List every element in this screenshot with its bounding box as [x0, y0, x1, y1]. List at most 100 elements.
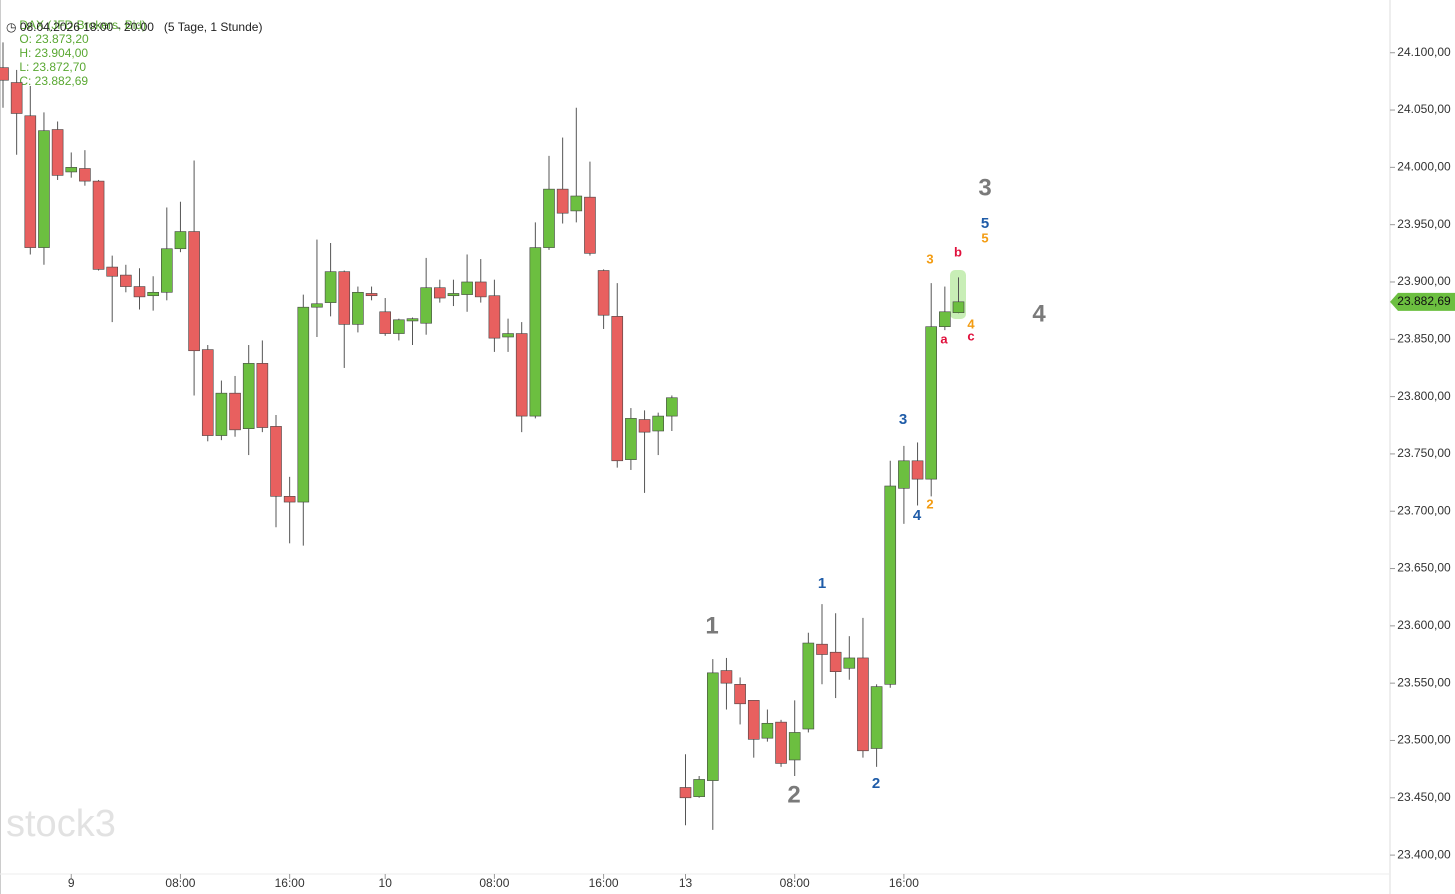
candle-body — [652, 415, 665, 432]
y-tick-label: 24.050,00 — [1397, 102, 1451, 116]
candle-body — [365, 293, 378, 297]
candle-body — [816, 643, 828, 655]
candle-body — [106, 266, 118, 277]
candle-body — [256, 363, 269, 428]
wave-label: 4 — [1032, 300, 1046, 327]
candle-body — [515, 333, 528, 417]
wave-label: 3 — [926, 251, 933, 266]
candle-body — [461, 281, 473, 295]
candle-body — [939, 311, 951, 327]
candle-body — [857, 657, 869, 752]
candle-body — [638, 419, 651, 433]
y-tick-label: 23.500,00 — [1397, 733, 1451, 747]
x-tick-label: 08:00 — [780, 876, 810, 890]
candle-body — [952, 301, 965, 313]
candle-body — [311, 303, 323, 308]
wave-label: b — [954, 244, 962, 259]
candle-body — [734, 684, 746, 705]
candle-body — [338, 271, 351, 325]
candle-body — [843, 657, 856, 669]
ohlc-open: O: 23.873,20 — [19, 32, 89, 46]
candle-body — [324, 271, 337, 303]
candle-body — [51, 129, 64, 176]
candle-body — [270, 426, 282, 497]
wave-label: 2 — [787, 781, 800, 808]
candle-body — [24, 115, 37, 248]
candle-body — [911, 460, 924, 480]
y-tick-label: 24.150,00 — [1397, 0, 1451, 2]
candle-body — [161, 248, 173, 293]
candle-body — [38, 130, 50, 248]
ohlc-low: L: 23.872,70 — [19, 60, 87, 74]
wave-label: 5 — [981, 230, 988, 245]
x-tick-label: 13 — [679, 876, 693, 890]
wave-label: 4 — [913, 507, 922, 524]
candle-body — [597, 270, 610, 316]
candle-body — [529, 247, 542, 417]
candle-body — [420, 287, 432, 324]
candle-body — [352, 291, 364, 325]
y-tick-label: 23.900,00 — [1397, 274, 1451, 288]
candle-body — [556, 188, 569, 214]
candle-body — [502, 333, 514, 338]
candle-body — [120, 274, 132, 287]
y-tick-label: 23.450,00 — [1397, 790, 1451, 804]
wave-label: 2 — [872, 775, 880, 792]
candle-body — [147, 291, 159, 297]
y-tick-label: 23.850,00 — [1397, 331, 1451, 345]
candle-body — [447, 293, 460, 297]
candle-body — [79, 168, 91, 182]
candle-body — [788, 732, 801, 761]
y-tick-label: 23.650,00 — [1397, 561, 1451, 575]
candle-body — [433, 287, 446, 299]
candle-body — [201, 349, 214, 436]
candle-body — [679, 787, 692, 799]
x-tick-label: 16:00 — [275, 876, 305, 890]
y-tick-label: 23.400,00 — [1397, 847, 1451, 861]
y-tick-label: 23.750,00 — [1397, 446, 1451, 460]
current-price-label: 23.882,69 — [1397, 294, 1451, 308]
candle-body — [870, 686, 883, 749]
candle-body — [775, 721, 787, 764]
candle-body — [693, 779, 705, 797]
candle-body — [884, 485, 897, 685]
candle-body — [92, 180, 105, 270]
y-tick-label: 23.600,00 — [1397, 618, 1451, 632]
wave-label: 3 — [899, 411, 907, 428]
candle-body — [720, 670, 733, 684]
x-tick-label: 9 — [68, 876, 75, 890]
y-tick-label: 24.000,00 — [1397, 160, 1451, 174]
y-tick-label: 23.800,00 — [1397, 389, 1451, 403]
wave-label: 4 — [967, 316, 975, 331]
candle-body — [65, 167, 78, 173]
candle-body — [393, 319, 405, 334]
candle-body — [666, 397, 678, 417]
ohlc-high: H: 23.904,00 — [19, 46, 89, 60]
candle-body — [925, 326, 938, 480]
wave-label: 1 — [818, 575, 826, 592]
x-tick-label: 08:00 — [479, 876, 509, 890]
wave-label: 1 — [705, 612, 718, 639]
candle-body — [283, 496, 296, 503]
candle-body — [379, 311, 392, 334]
candle-body — [474, 281, 487, 298]
y-tick-label: 23.550,00 — [1397, 675, 1451, 689]
y-tick-label: 23.700,00 — [1397, 503, 1451, 517]
wave-label: 5 — [981, 215, 989, 232]
y-tick-label: 23.950,00 — [1397, 217, 1451, 231]
y-tick-label: 24.100,00 — [1397, 45, 1451, 59]
candle-body — [625, 418, 637, 460]
candle-body — [133, 286, 146, 298]
period: 08.04.2026 18:00 - 20:00 (5 Tage, 1 Stun… — [19, 20, 263, 34]
candle-body — [297, 306, 310, 503]
candle-body — [188, 231, 200, 352]
candle-body — [406, 318, 419, 322]
candle-body — [215, 392, 228, 436]
wave-label: 3 — [978, 174, 991, 201]
candle-body — [584, 196, 596, 254]
candle-body — [488, 295, 501, 339]
header-line: DAX (JFD Brokers, Bid) O: 23.873,20 H: 2… — [6, 4, 149, 102]
current-price-tag — [1390, 292, 1455, 311]
wave-label: a — [940, 331, 948, 346]
